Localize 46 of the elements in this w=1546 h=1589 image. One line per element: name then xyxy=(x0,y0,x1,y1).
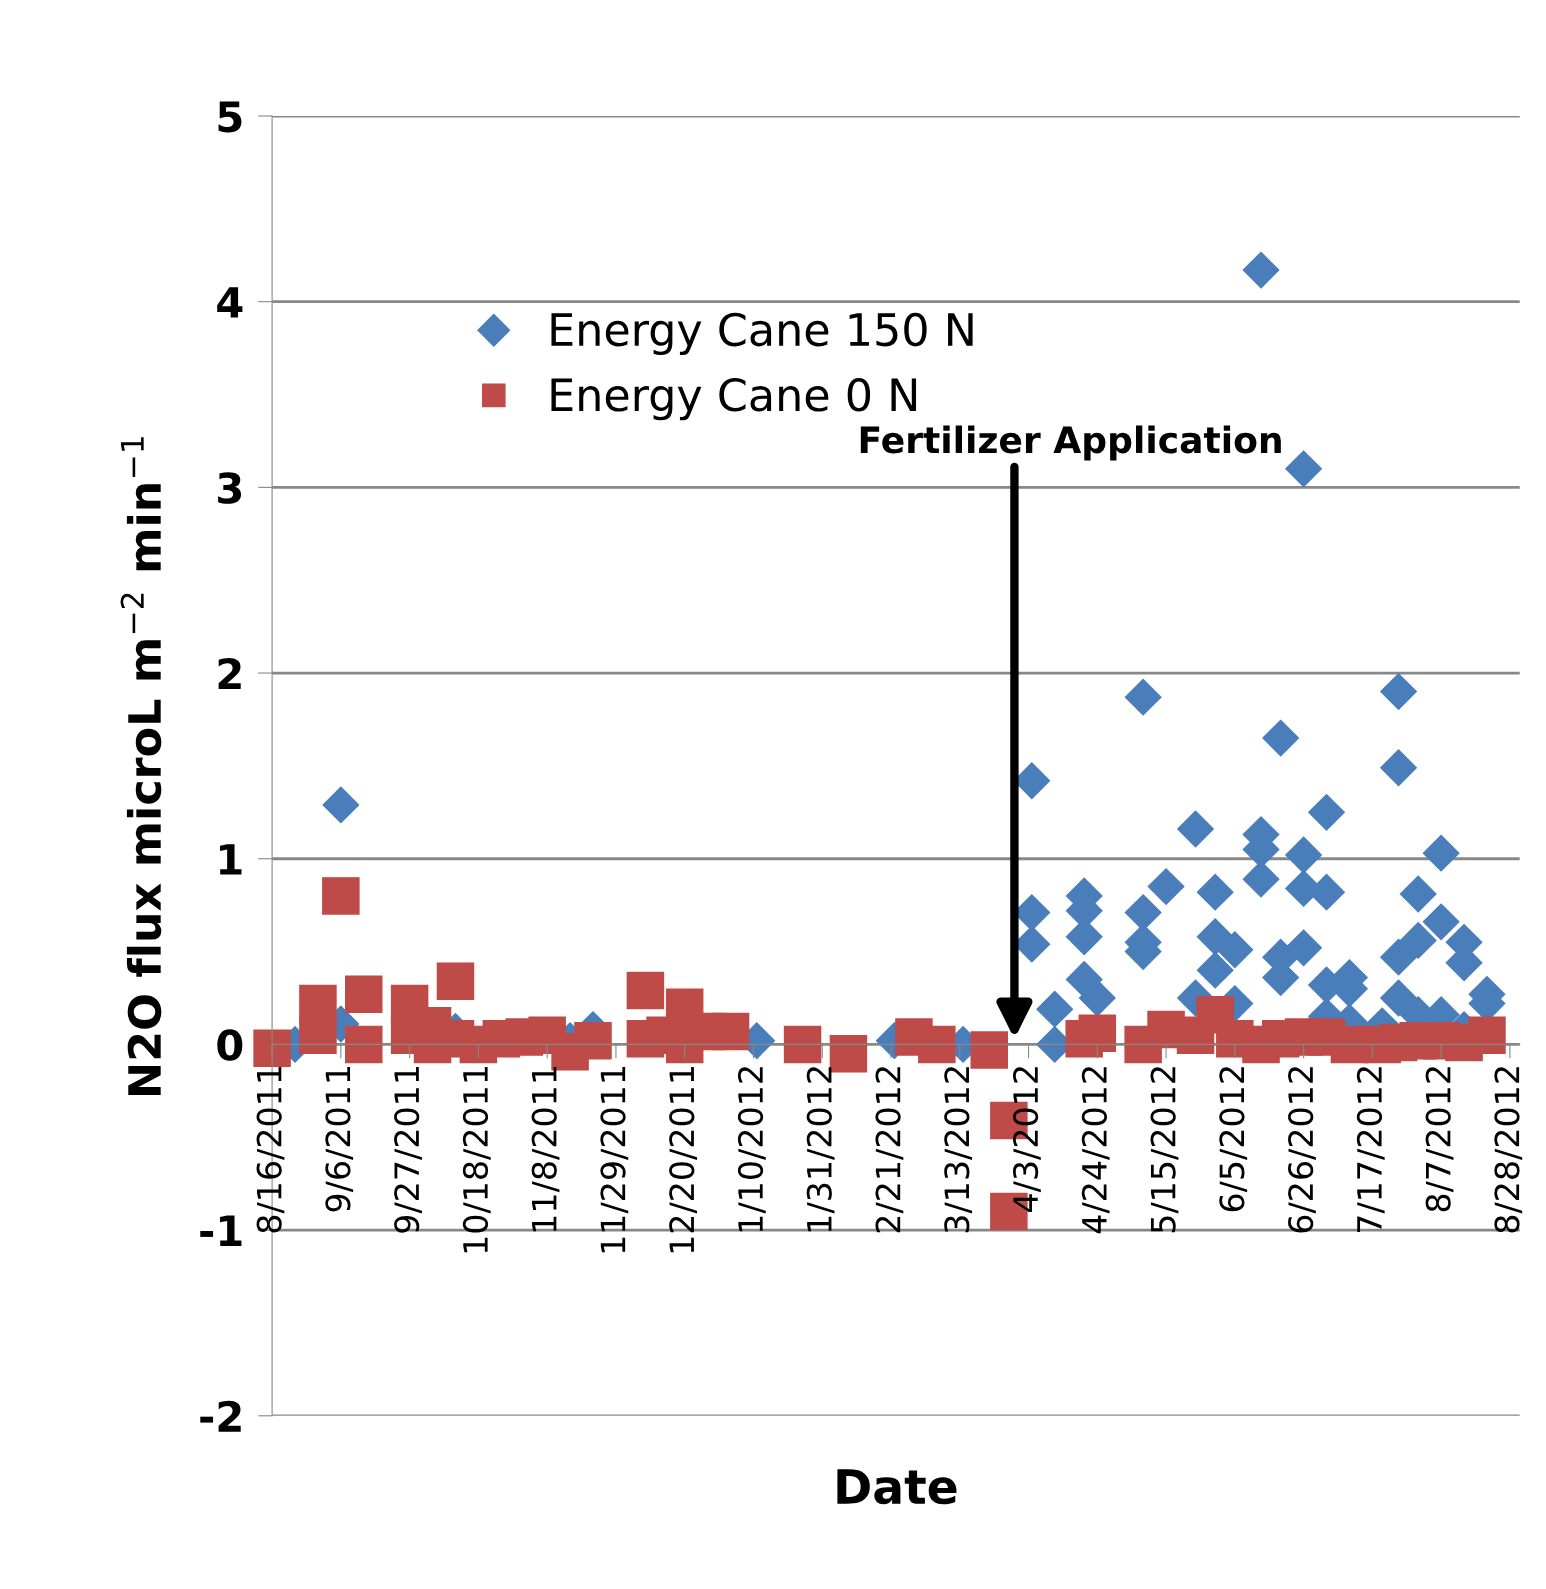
y-tick-label: -2 xyxy=(200,1400,241,1432)
y-tick-label: -1 xyxy=(200,1215,242,1246)
x-tick-label: 6/5/2012 xyxy=(1219,1067,1248,1212)
x-tick-label: 9/27/2011 xyxy=(394,1066,422,1233)
x-tick-label: 8/28/2012 xyxy=(1494,1067,1523,1233)
y-tick-label: 4 xyxy=(217,287,243,318)
x-tick-label: 8/7/2012 xyxy=(1425,1067,1454,1212)
annotation: Fertilizer Application xyxy=(860,425,1281,461)
x-tick-label: 7/17/2012 xyxy=(1356,1067,1385,1233)
x-axis-title: Date xyxy=(837,1469,957,1505)
y-axis-title: N2O flux microL m$^{−2}$ min$^{−1}$ xyxy=(120,437,162,1095)
x-tick-label: 5/15/2012 xyxy=(1150,1067,1179,1233)
point xyxy=(345,975,383,1014)
x-tick-label: 4/24/2012 xyxy=(1081,1067,1110,1234)
x-tick-label: 9/6/2011 xyxy=(325,1066,354,1212)
point xyxy=(345,1025,383,1064)
x-tick-label: 2/21/2012 xyxy=(875,1067,904,1233)
x-tick-label: 12/20/2011 xyxy=(669,1066,697,1253)
point xyxy=(574,1021,612,1060)
point xyxy=(253,1029,291,1067)
point xyxy=(322,877,360,915)
x-tick-label: 10/18/2011 xyxy=(462,1066,491,1253)
point xyxy=(626,971,665,1010)
y-tick-label: 0 xyxy=(217,1029,243,1061)
point xyxy=(918,1025,956,1064)
y-tick-label: 5 xyxy=(218,101,242,133)
point xyxy=(1078,1014,1117,1053)
x-tick-label: 3/13/2012 xyxy=(944,1067,973,1233)
point xyxy=(1468,1016,1506,1054)
legend-label: Energy Cane 150 N xyxy=(551,312,973,355)
x-tick-label: 11/8/2011 xyxy=(531,1066,560,1232)
y-tick-label: 1 xyxy=(220,844,242,875)
x-tick-label: 11/29/2011 xyxy=(600,1066,629,1253)
y-tick-label: 2 xyxy=(218,657,241,689)
x-tick-label: 6/26/2012 xyxy=(1288,1067,1316,1233)
x-tick-label: 1/10/2012 xyxy=(737,1067,766,1232)
y-tick-label: 3 xyxy=(218,472,241,504)
point xyxy=(299,1016,337,1054)
point xyxy=(436,962,475,1001)
x-tick-label: 8/16/2011 xyxy=(256,1066,285,1233)
legend-label: Energy Cane 0 N xyxy=(551,377,917,421)
point xyxy=(970,1031,1008,1069)
point xyxy=(711,1012,750,1051)
x-tick-label: 4/3/2012 xyxy=(1012,1067,1041,1212)
x-tick-label: 1/31/2012 xyxy=(806,1067,835,1232)
point xyxy=(783,1025,822,1064)
